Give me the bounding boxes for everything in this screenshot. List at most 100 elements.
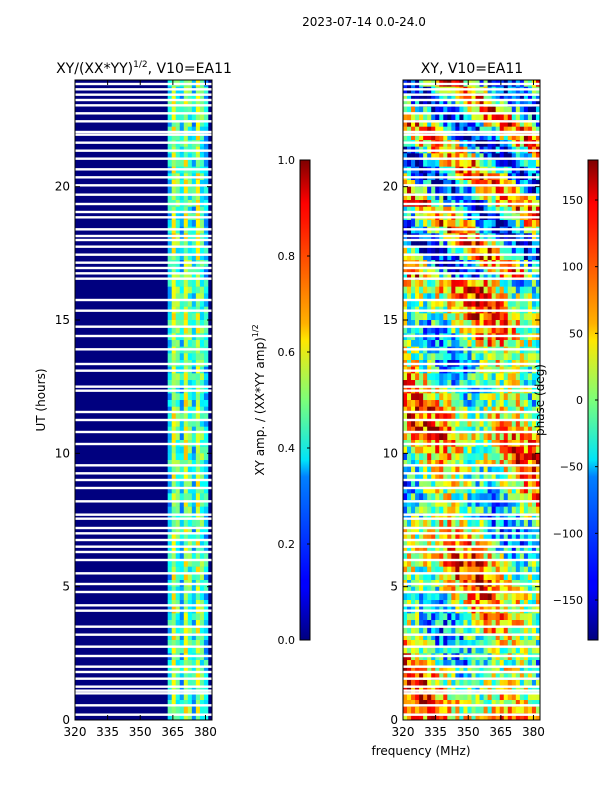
phase-cell xyxy=(531,153,537,161)
phase-cell xyxy=(443,666,448,674)
phase-cell xyxy=(411,106,416,114)
phase-cell xyxy=(419,160,424,167)
x-tick-label: 320 xyxy=(64,725,87,739)
phase-cell xyxy=(483,180,488,187)
amplitude-cell xyxy=(175,120,181,127)
phase-cell xyxy=(451,193,456,201)
phase-cell xyxy=(471,426,476,434)
phase-cell xyxy=(467,573,472,581)
amplitude-cell xyxy=(171,460,177,467)
phase-cell xyxy=(519,426,525,434)
phase-cell xyxy=(483,680,488,687)
phase-cell xyxy=(459,413,464,421)
phase-cell xyxy=(527,153,533,161)
phase-cell xyxy=(499,120,505,127)
amplitude-cell xyxy=(175,286,181,294)
phase-cell xyxy=(487,433,492,441)
phase-cell xyxy=(479,566,484,574)
phase-cell xyxy=(415,500,420,507)
phase-cell xyxy=(523,160,529,167)
phase-cell xyxy=(467,513,472,521)
phase-cell xyxy=(515,446,521,454)
phase-cell xyxy=(447,426,452,434)
y-tick-label: 5 xyxy=(390,580,398,594)
phase-cell xyxy=(463,666,468,674)
phase-cell xyxy=(411,280,416,287)
phase-cell xyxy=(527,373,533,381)
phase-cell xyxy=(491,673,496,681)
phase-cell xyxy=(455,240,460,247)
phase-cell xyxy=(439,413,444,421)
phase-cell xyxy=(463,560,468,567)
phase-cell xyxy=(503,393,509,401)
phase-cell xyxy=(491,420,496,427)
phase-cell xyxy=(511,673,517,681)
phase-cell xyxy=(459,593,464,601)
amplitude-cell xyxy=(175,240,181,247)
phase-cell xyxy=(447,673,452,681)
phase-cell xyxy=(495,540,501,547)
phase-cell xyxy=(407,413,412,421)
phase-cell xyxy=(431,413,436,421)
amplitude-cell xyxy=(167,246,173,254)
amplitude-cell xyxy=(187,206,193,214)
phase-cell xyxy=(503,413,509,421)
phase-cell xyxy=(535,420,541,427)
phase-cell xyxy=(527,220,533,227)
amplitude-colorbar-label: XY amp. / (XX*YY amp)1/2 xyxy=(251,324,267,475)
phase-cell xyxy=(491,520,496,527)
phase-cell xyxy=(483,246,488,254)
phase-cell xyxy=(407,240,412,247)
phase-cell xyxy=(439,340,444,347)
flag-gap xyxy=(403,325,540,328)
flag-gap xyxy=(75,670,212,674)
phase-cell xyxy=(487,373,492,381)
amplitude-cell xyxy=(171,300,177,307)
amplitude-cell xyxy=(175,586,181,594)
amplitude-cell xyxy=(187,100,193,107)
phase-cell xyxy=(455,293,460,301)
amplitude-cell xyxy=(199,533,205,541)
amplitude-cell xyxy=(171,240,177,247)
phase-cell xyxy=(535,486,541,494)
amplitude-cell xyxy=(179,680,185,687)
phase-cell xyxy=(403,586,408,594)
phase-cell xyxy=(491,453,496,461)
amplitude-cell xyxy=(203,120,209,127)
phase-cell xyxy=(503,620,509,627)
amplitude-cell xyxy=(175,573,181,581)
phase-cell xyxy=(515,693,521,701)
phase-cell xyxy=(503,340,509,347)
phase-cell xyxy=(467,426,472,434)
amplitude-cell xyxy=(199,633,205,641)
phase-cell xyxy=(423,220,428,227)
phase-cell xyxy=(447,506,452,514)
phase-cell xyxy=(479,540,484,547)
phase-cell xyxy=(407,680,412,687)
phase-cell xyxy=(403,666,408,674)
phase-cell xyxy=(483,113,488,121)
amplitude-cell xyxy=(175,506,181,514)
phase-cell xyxy=(411,313,416,321)
phase-cell xyxy=(467,320,472,327)
phase-cell xyxy=(443,206,448,214)
amplitude-cell xyxy=(187,526,193,534)
phase-cell xyxy=(447,620,452,627)
phase-cell xyxy=(403,486,408,494)
phase-cell xyxy=(483,220,488,227)
phase-cell xyxy=(411,620,416,627)
phase-cell xyxy=(407,453,412,461)
phase-cell xyxy=(423,380,428,387)
phase-cell xyxy=(523,660,529,667)
phase-cell xyxy=(475,153,480,161)
phase-cell xyxy=(523,566,529,574)
amplitude-cell xyxy=(199,393,205,401)
phase-cell xyxy=(519,546,525,554)
amplitude-cell xyxy=(195,500,201,507)
flag-gap xyxy=(403,202,540,206)
phase-cell xyxy=(411,700,416,707)
phase-cell xyxy=(471,666,476,674)
phase-cell xyxy=(455,600,460,607)
phase-cell xyxy=(443,620,448,627)
amplitude-cell xyxy=(171,100,177,107)
